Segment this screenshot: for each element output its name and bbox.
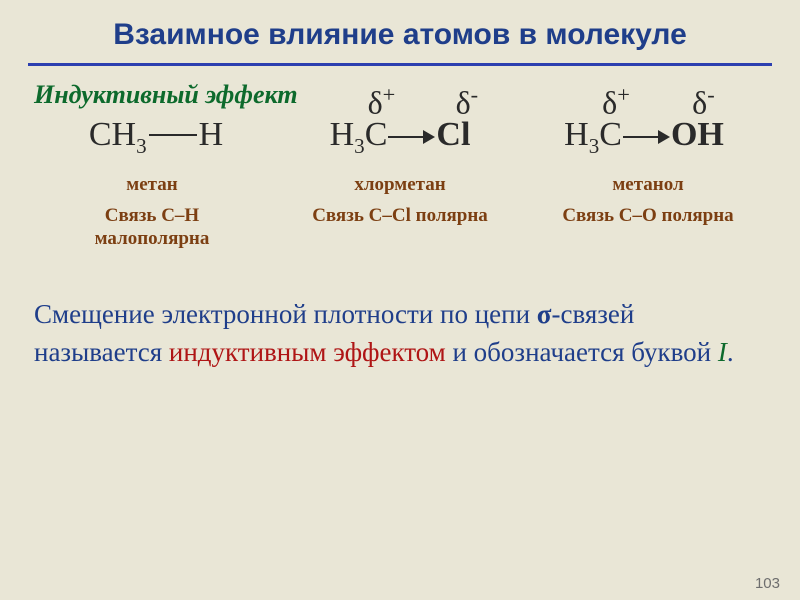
formula-methane: CH3 H bbox=[89, 116, 223, 159]
delta-minus: δ- bbox=[456, 82, 479, 122]
atom: CH bbox=[89, 116, 136, 153]
formula-methane-cell: CH3 H bbox=[34, 116, 278, 159]
sigma-symbol: σ bbox=[537, 299, 552, 329]
def-part: и обозначается буквой bbox=[446, 337, 718, 367]
atom: H bbox=[330, 116, 355, 153]
def-accent-inductive: индуктивным эффектом bbox=[169, 337, 446, 367]
bond-description: Связь С–О полярна bbox=[524, 205, 772, 228]
atom: H bbox=[199, 116, 224, 153]
slide: Взаимное влияние атомов в молекуле Индук… bbox=[0, 0, 800, 600]
definition-text: Смещение электронной плотности по цепи σ… bbox=[28, 295, 772, 372]
label-chloromethane: хлорметан Связь С–Cl полярна bbox=[276, 174, 524, 250]
bond-description: Связь С–Н малополярна bbox=[72, 205, 232, 251]
def-dot: . bbox=[727, 337, 734, 367]
def-part: Смещение электронной плотности по цепи bbox=[34, 299, 537, 329]
slide-title: Взаимное влияние атомов в молекуле bbox=[28, 18, 772, 53]
label-methane: метан Связь С–Н малополярна bbox=[28, 174, 276, 250]
label-row: метан Связь С–Н малополярна хлорметан Св… bbox=[28, 174, 772, 250]
formula-row: CH3H δ+ δ- H3CCl δ+ δ- bbox=[28, 116, 772, 159]
subscript: 3 bbox=[589, 133, 600, 157]
subscript: 3 bbox=[136, 133, 147, 157]
subtitle: Индуктивный эффект bbox=[34, 80, 772, 110]
atom: H bbox=[564, 116, 589, 153]
label-methanol: метанол Связь С–О полярна bbox=[524, 174, 772, 250]
polar-bond-arrow bbox=[388, 116, 435, 154]
formula-methanol-cell: δ+ δ- H3COH bbox=[522, 116, 766, 159]
compound-name: метанол bbox=[524, 174, 772, 197]
delta-minus: δ- bbox=[692, 82, 715, 122]
bond-description: Связь С–Cl полярна bbox=[276, 205, 524, 228]
subscript: 3 bbox=[354, 133, 365, 157]
formula-chloromethane-cell: δ+ δ- H3CCl bbox=[278, 116, 522, 159]
formula-chloromethane: δ+ δ- H3CCl bbox=[330, 116, 471, 159]
formula-methanol: δ+ δ- H3COH bbox=[564, 116, 724, 159]
compound-name: метан bbox=[28, 174, 276, 197]
polar-bond-arrow bbox=[623, 116, 670, 154]
compound-name: хлорметан bbox=[276, 174, 524, 197]
page-number: 103 bbox=[755, 575, 780, 592]
def-accent-i: I bbox=[718, 337, 727, 367]
single-bond-line bbox=[149, 134, 197, 136]
title-underline bbox=[28, 63, 772, 66]
